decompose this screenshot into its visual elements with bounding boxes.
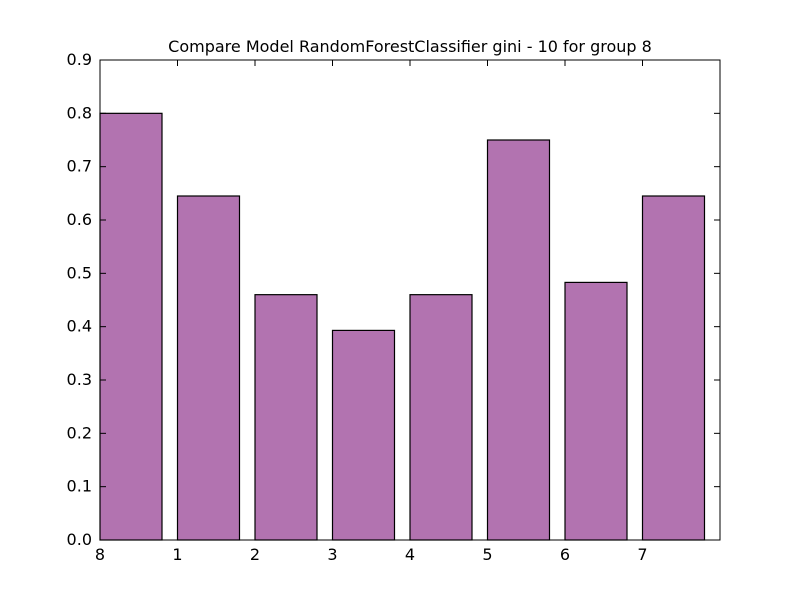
y-tick-label-1: 0.1 — [67, 477, 92, 496]
bar-4 — [409, 294, 473, 541]
x-tick-label-7: 7 — [637, 545, 647, 564]
y-axis-ticks: 0.0 0.1 0.2 0.3 0.4 0.5 0.6 0.7 0.8 0.9 — [67, 50, 720, 549]
chart-title: Compare Model RandomForestClassifier gin… — [168, 37, 652, 56]
bars-layer — [99, 112, 706, 541]
x-tick-label-1: 1 — [172, 545, 182, 564]
bar-3 — [331, 329, 396, 541]
bar-1 — [176, 195, 241, 541]
y-tick-label-5: 0.5 — [67, 263, 92, 282]
x-tick-label-3: 3 — [327, 545, 337, 564]
y-tick-label-2: 0.2 — [67, 423, 92, 442]
y-tick-label-7: 0.7 — [67, 157, 92, 176]
y-tick-label-3: 0.3 — [67, 370, 92, 389]
y-tick-label-4: 0.4 — [67, 317, 92, 336]
bar-5 — [486, 139, 551, 541]
y-tick-label-9: 0.9 — [67, 50, 92, 69]
x-tick-label-2: 2 — [250, 545, 260, 564]
x-tick-label-5: 5 — [482, 545, 492, 564]
y-tick-label-6: 0.6 — [67, 210, 92, 229]
y-tick-label-0: 0.0 — [67, 530, 92, 549]
bar-8 — [99, 112, 163, 541]
x-axis-ticks: 8 1 2 3 4 5 6 7 — [95, 60, 648, 564]
y-tick-label-8: 0.8 — [67, 103, 92, 122]
x-tick-label-8: 8 — [95, 545, 105, 564]
bar-6 — [564, 281, 628, 541]
bar-7 — [641, 195, 706, 541]
x-tick-label-6: 6 — [560, 545, 570, 564]
x-tick-label-4: 4 — [405, 545, 415, 564]
bar-2 — [254, 294, 318, 541]
